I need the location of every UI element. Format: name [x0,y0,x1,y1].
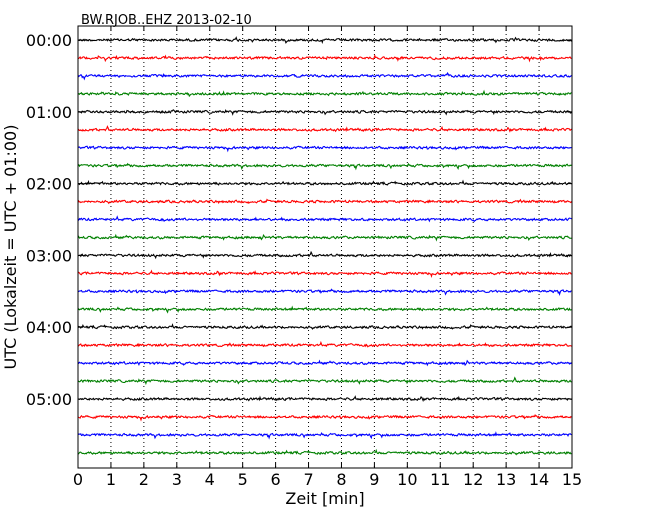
trace-0030 [77,71,572,81]
trace-0245 [77,233,572,242]
y-tick-label: 01:00 [26,103,72,122]
trace-0045 [77,89,572,98]
y-tick-label: 03:00 [26,246,72,265]
trace-0500 [77,395,572,402]
trace-0400 [77,323,572,330]
x-tick-label: 2 [139,470,149,489]
chart-title: BW.RJOB..EHZ 2013-02-10 [81,13,252,28]
trace-0100 [77,108,572,116]
trace-0315 [77,269,572,279]
x-tick-label: 13 [496,470,516,489]
x-tick-label: 12 [463,470,483,489]
x-tick-label: 4 [205,470,215,489]
trace-0530 [77,431,572,440]
plot-frame [77,25,573,469]
trace-0130 [77,145,572,153]
trace-0230 [77,215,572,223]
seismogram-traces [77,36,572,456]
x-axis-label: Zeit [min] [285,489,364,508]
y-tick-label: 02:00 [26,175,72,194]
x-tick-label: 3 [172,470,182,489]
y-axis-label: UTC (Lokalzeit = UTC + 01:00) [1,125,20,370]
x-tick-label: 6 [271,470,281,489]
y-tick-label: 00:00 [26,31,72,50]
x-tick-label: 14 [529,470,549,489]
trace-0445 [77,376,572,386]
x-tick-label: 11 [430,470,450,489]
x-tick-label: 1 [106,470,116,489]
x-tick-label: 15 [562,470,582,489]
trace-0215 [77,198,572,205]
trace-0145 [77,162,572,171]
grid-lines [110,26,540,468]
axis-ticks: 0 1 2 3 4 5 6 7 8 9 10 11 12 13 14 1500:0001:0002:0003:… [26,26,582,489]
trace-0330 [77,288,572,297]
x-tick-label: 9 [369,470,379,489]
trace-0545 [77,448,572,456]
y-tick-label: 05:00 [26,390,72,409]
trace-0415 [77,340,572,348]
x-tick-label: 7 [303,470,313,489]
trace-0115 [77,125,572,133]
trace-0200 [77,179,572,186]
trace-0000 [77,36,572,45]
y-tick-label: 04:00 [26,318,72,337]
x-tick-label: 5 [238,470,248,489]
x-tick-label: 10 [397,470,417,489]
x-tick-label: 8 [336,470,346,489]
trace-0430 [77,359,572,367]
trace-0345 [77,305,572,314]
x-tick-label: 0 [73,470,83,489]
trace-0300 [77,250,572,260]
trace-0515 [77,413,572,422]
trace-0015 [77,54,572,63]
